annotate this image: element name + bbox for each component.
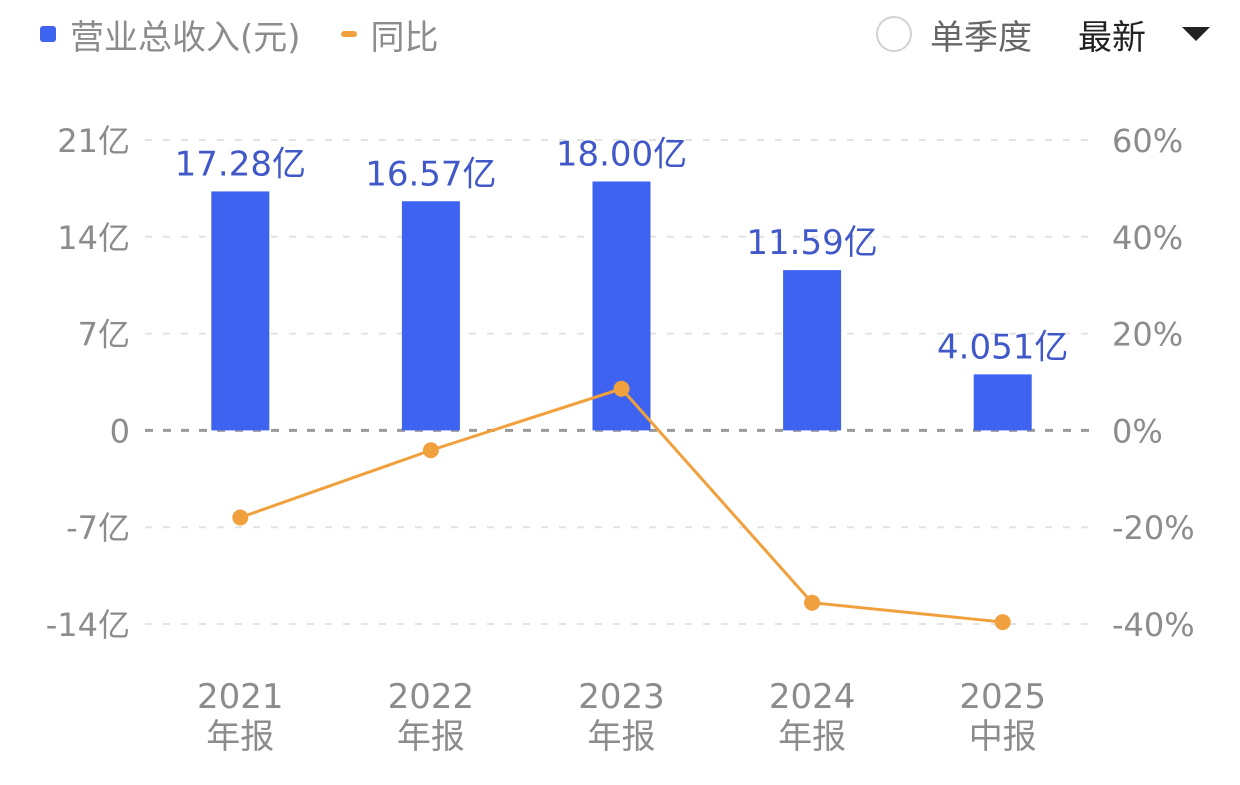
quarter-radio[interactable]: [876, 16, 912, 52]
caret-down-icon: [1182, 27, 1210, 41]
yoy-point: [613, 380, 630, 397]
yoy-point: [994, 614, 1011, 631]
chart-legend: 营业总收入(元) 同比: [40, 10, 479, 58]
right-axis-tick: -40%: [1112, 606, 1195, 644]
x-axis-period-label: 年报: [206, 717, 274, 757]
yoy-line: [239, 387, 1003, 624]
revenue-bar: [783, 270, 842, 431]
right-axis-tick: -20%: [1112, 509, 1195, 547]
yoy-point: [804, 594, 821, 611]
x-axis-year-label: 2021: [197, 677, 284, 717]
legend-label-revenue: 营业总收入(元): [70, 17, 301, 58]
x-axis-period-label: 年报: [778, 717, 846, 757]
left-axis-tick: -7亿: [66, 509, 130, 547]
quarter-radio-label[interactable]: 单季度: [930, 17, 1032, 58]
sort-dropdown-label: 最新: [1078, 17, 1146, 58]
legend-item-revenue[interactable]: 营业总收入(元): [40, 10, 301, 59]
revenue-bar: [211, 191, 270, 431]
bar-data-label: 17.28亿: [175, 144, 306, 184]
x-axis-period-label: 年报: [588, 717, 656, 757]
bar-data-label: 4.051亿: [937, 327, 1068, 367]
bar-data-label: 11.59亿: [746, 223, 877, 263]
x-axis-year-label: 2022: [388, 677, 475, 717]
bar-data-label: 18.00亿: [556, 134, 687, 174]
chart-controls: 单季度 最新: [876, 10, 1210, 58]
right-axis-tick: 60%: [1112, 122, 1183, 160]
right-axis-tick: 40%: [1112, 219, 1183, 257]
x-axis-year-label: 2025: [959, 677, 1046, 717]
bar-data-label: 16.57亿: [365, 154, 496, 194]
left-axis-tick: 14亿: [57, 219, 130, 257]
left-axis-tick: 21亿: [57, 122, 130, 160]
bar-swatch-icon: [40, 26, 56, 42]
x-axis-period-label: 年报: [397, 717, 465, 757]
line-swatch-icon: [340, 31, 357, 37]
revenue-bar: [973, 374, 1032, 431]
revenue-bar: [592, 181, 651, 431]
right-axis-tick: 0%: [1112, 412, 1163, 450]
x-axis-year-label: 2023: [578, 677, 665, 717]
legend-label-yoy: 同比: [370, 17, 439, 58]
legend-item-yoy[interactable]: 同比: [340, 10, 439, 59]
left-axis-tick: 0: [110, 412, 130, 450]
right-axis-tick: 20%: [1112, 316, 1183, 354]
x-axis-period-label: 中报: [969, 717, 1037, 757]
left-axis-tick: 7亿: [78, 316, 130, 354]
sort-dropdown[interactable]: 最新: [1078, 10, 1210, 59]
left-axis-tick: -14亿: [46, 606, 130, 644]
revenue-bar: [401, 201, 460, 431]
yoy-point: [422, 442, 439, 459]
yoy-point: [232, 509, 249, 526]
x-axis-year-label: 2024: [769, 677, 856, 717]
